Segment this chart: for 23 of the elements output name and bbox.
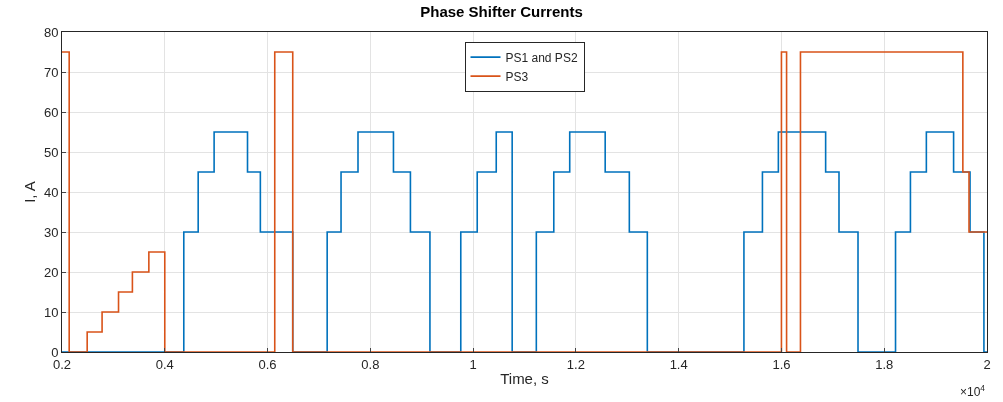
y-tick-label: 60 [43,104,59,120]
y-tick-label: 50 [43,144,59,160]
x-tick-label: 1.2 [566,356,585,372]
x-tick-label: 0.4 [155,356,174,372]
y-tick-label: 80 [43,24,59,40]
y-tick-label: 20 [43,264,59,280]
y-tick-label: 40 [43,184,59,200]
y-tick-label: 10 [43,304,59,320]
chart-title: Phase Shifter Currents [420,2,583,20]
x-tick-label: 1.6 [772,356,791,372]
y-axis-title: I, A [21,181,39,203]
x-tick-label: 1.8 [875,356,894,372]
y-tick-label: 30 [43,224,59,240]
x-tick-label: 1.4 [669,356,688,372]
x-tick-label: 2 [983,356,991,372]
legend-label: PS1 and PS2 [505,50,578,65]
x-tick-label: 1 [469,356,477,372]
x-axis-title: Time, s [500,369,549,387]
x-tick-label: 0.6 [258,356,277,372]
legend-label: PS3 [505,69,529,84]
x-tick-label: 0.8 [361,356,380,372]
text: ×10$^{4}$ [960,383,986,400]
y-tick-label: 70 [43,64,59,80]
